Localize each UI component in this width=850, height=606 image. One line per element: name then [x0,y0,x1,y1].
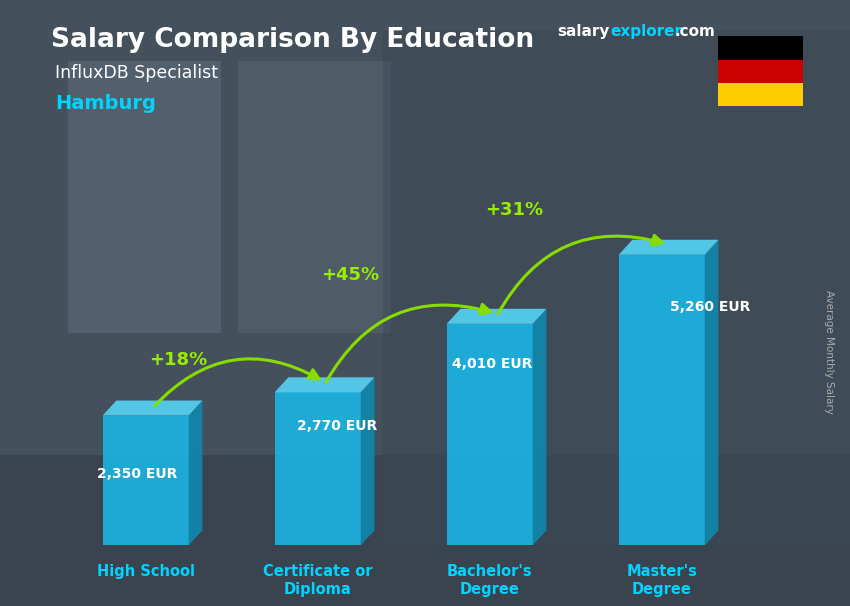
Polygon shape [275,378,374,392]
Polygon shape [189,401,202,545]
Polygon shape [705,240,718,545]
Polygon shape [533,309,547,545]
Text: 2,770 EUR: 2,770 EUR [297,419,377,433]
Bar [718,59,803,83]
Polygon shape [360,378,374,545]
Text: 2,350 EUR: 2,350 EUR [98,467,178,481]
Text: +31%: +31% [484,201,543,219]
Bar [718,83,803,106]
Text: Salary Comparison By Education: Salary Comparison By Education [51,27,534,53]
Bar [718,36,803,59]
Text: +18%: +18% [149,351,207,369]
Bar [238,61,391,333]
Text: Average Monthly Salary: Average Monthly Salary [824,290,834,413]
Polygon shape [103,401,202,416]
Text: .com: .com [674,24,715,39]
Bar [68,61,221,333]
Text: Hamburg: Hamburg [55,94,156,113]
Text: 5,260 EUR: 5,260 EUR [671,300,751,314]
Bar [446,324,533,545]
Text: salary: salary [557,24,609,39]
Bar [103,416,189,545]
Text: explorer: explorer [610,24,683,39]
Polygon shape [446,309,547,324]
Bar [0,454,850,606]
Bar [275,392,360,545]
Text: +45%: +45% [321,266,379,284]
Bar [619,255,705,545]
Text: InfluxDB Specialist: InfluxDB Specialist [55,64,218,82]
Polygon shape [619,240,718,255]
Bar [382,30,850,545]
Text: 4,010 EUR: 4,010 EUR [452,357,532,371]
